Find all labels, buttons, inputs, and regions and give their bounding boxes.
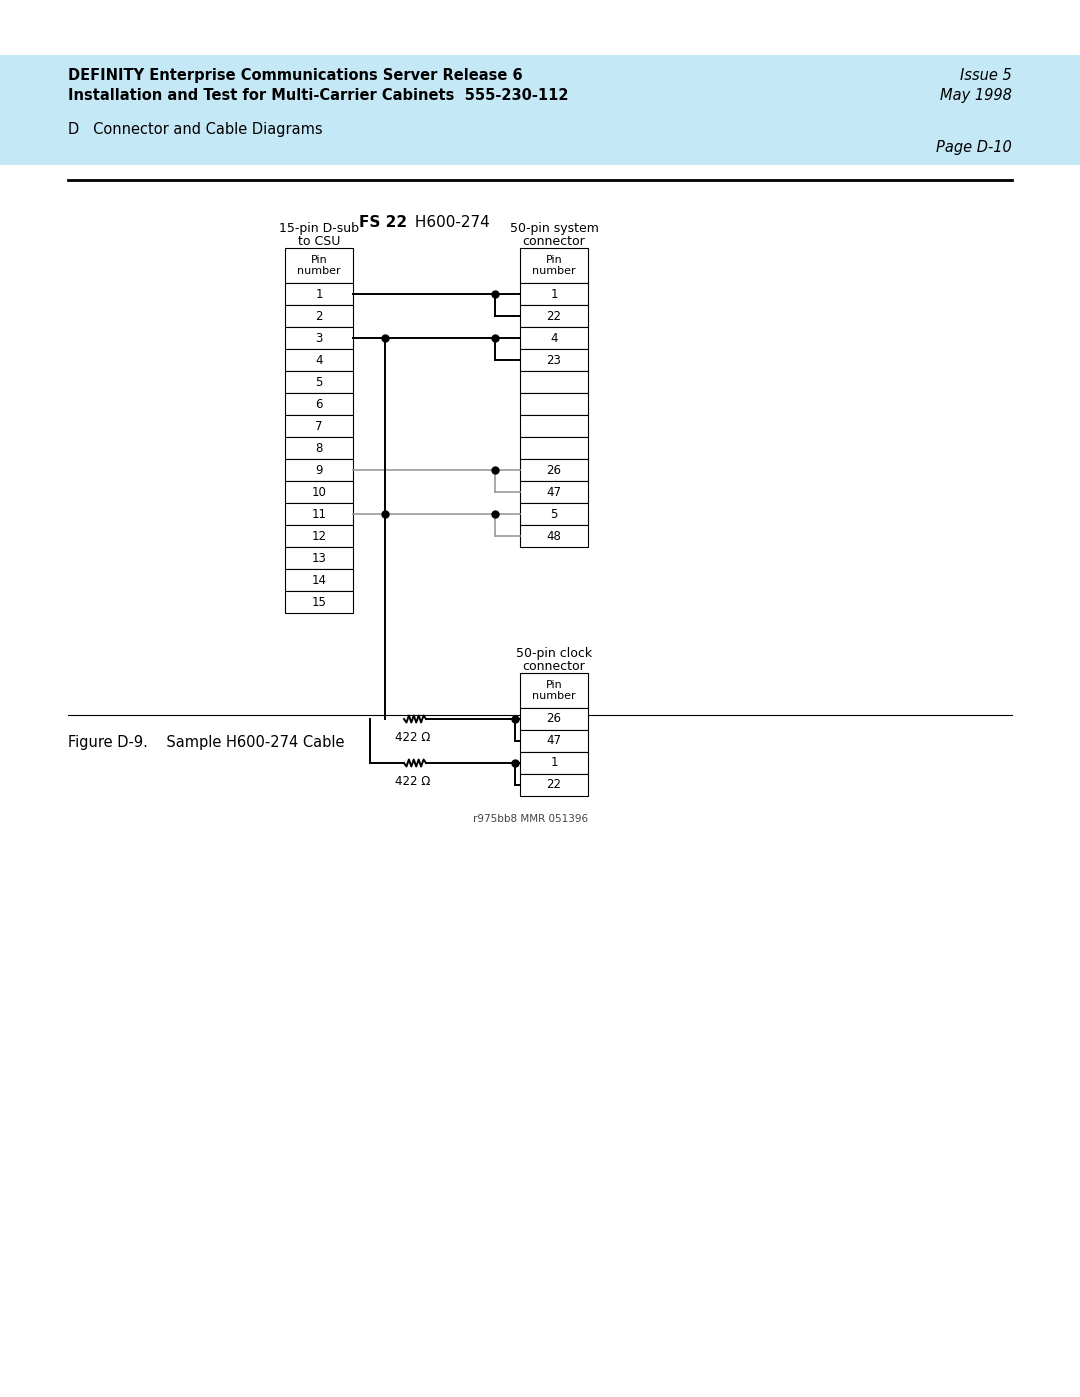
Text: 13: 13: [311, 552, 326, 564]
Text: to CSU: to CSU: [298, 235, 340, 249]
Text: D   Connector and Cable Diagrams: D Connector and Cable Diagrams: [68, 122, 323, 137]
Bar: [285, 349, 353, 372]
Bar: [285, 284, 353, 305]
Text: Installation and Test for Multi-Carrier Cabinets  555-230-112: Installation and Test for Multi-Carrier …: [68, 88, 568, 103]
Text: 3: 3: [315, 331, 323, 345]
Text: Figure D-9.    Sample H600-274 Cable: Figure D-9. Sample H600-274 Cable: [68, 735, 345, 750]
Text: Page D-10: Page D-10: [936, 140, 1012, 155]
Text: H600-274: H600-274: [410, 215, 489, 231]
Bar: [519, 525, 588, 548]
Bar: [285, 460, 353, 481]
Text: 4: 4: [315, 353, 323, 366]
Text: Pin
number: Pin number: [297, 254, 341, 277]
Text: 50-pin system: 50-pin system: [510, 222, 598, 235]
Bar: [519, 305, 588, 327]
Bar: [0, 54, 1080, 115]
Text: r975bb8 MMR 051396: r975bb8 MMR 051396: [473, 814, 588, 824]
Text: 2: 2: [315, 310, 323, 323]
Bar: [519, 708, 588, 731]
Bar: [285, 372, 353, 393]
Text: 8: 8: [315, 441, 323, 454]
Text: 22: 22: [546, 778, 562, 792]
Text: 12: 12: [311, 529, 326, 542]
Text: DEFINITY Enterprise Communications Server Release 6: DEFINITY Enterprise Communications Serve…: [68, 68, 523, 82]
Text: 9: 9: [315, 464, 323, 476]
Text: connector: connector: [523, 235, 585, 249]
Text: 14: 14: [311, 574, 326, 587]
Text: 11: 11: [311, 507, 326, 521]
Bar: [519, 752, 588, 774]
Bar: [519, 415, 588, 437]
Text: Pin
number: Pin number: [532, 680, 576, 701]
Bar: [285, 415, 353, 437]
Bar: [285, 503, 353, 525]
Bar: [519, 503, 588, 525]
Text: 10: 10: [311, 486, 326, 499]
Text: 1: 1: [315, 288, 323, 300]
Text: 422 Ω: 422 Ω: [395, 775, 431, 788]
Text: 1: 1: [550, 757, 557, 770]
Bar: [519, 284, 588, 305]
Bar: [519, 249, 588, 284]
Text: FS 22: FS 22: [359, 215, 407, 231]
Bar: [519, 327, 588, 349]
Text: 47: 47: [546, 735, 562, 747]
Bar: [285, 569, 353, 591]
Bar: [285, 525, 353, 548]
Text: 4: 4: [550, 331, 557, 345]
Bar: [0, 115, 1080, 165]
Bar: [519, 372, 588, 393]
Text: 6: 6: [315, 398, 323, 411]
Text: 15-pin D-sub: 15-pin D-sub: [279, 222, 359, 235]
Bar: [285, 249, 353, 284]
Text: 26: 26: [546, 712, 562, 725]
Bar: [285, 591, 353, 613]
Bar: [285, 548, 353, 569]
Text: 47: 47: [546, 486, 562, 499]
Bar: [519, 349, 588, 372]
Bar: [519, 393, 588, 415]
Bar: [285, 481, 353, 503]
Bar: [519, 437, 588, 460]
Bar: [285, 437, 353, 460]
Text: 1: 1: [550, 288, 557, 300]
Bar: [519, 460, 588, 481]
Bar: [519, 774, 588, 796]
Bar: [519, 731, 588, 752]
Text: 22: 22: [546, 310, 562, 323]
Bar: [285, 393, 353, 415]
Text: 26: 26: [546, 464, 562, 476]
Text: 23: 23: [546, 353, 562, 366]
Text: Pin
number: Pin number: [532, 254, 576, 277]
Text: 5: 5: [315, 376, 323, 388]
Text: 7: 7: [315, 419, 323, 433]
Text: 15: 15: [311, 595, 326, 609]
Text: 50-pin clock: 50-pin clock: [516, 647, 592, 659]
Bar: [519, 481, 588, 503]
Bar: [519, 673, 588, 708]
Bar: [285, 327, 353, 349]
Text: 48: 48: [546, 529, 562, 542]
Text: connector: connector: [523, 659, 585, 673]
Text: 5: 5: [551, 507, 557, 521]
Text: Issue 5: Issue 5: [960, 68, 1012, 82]
Bar: [285, 305, 353, 327]
Text: 422 Ω: 422 Ω: [395, 731, 431, 745]
Text: May 1998: May 1998: [940, 88, 1012, 103]
